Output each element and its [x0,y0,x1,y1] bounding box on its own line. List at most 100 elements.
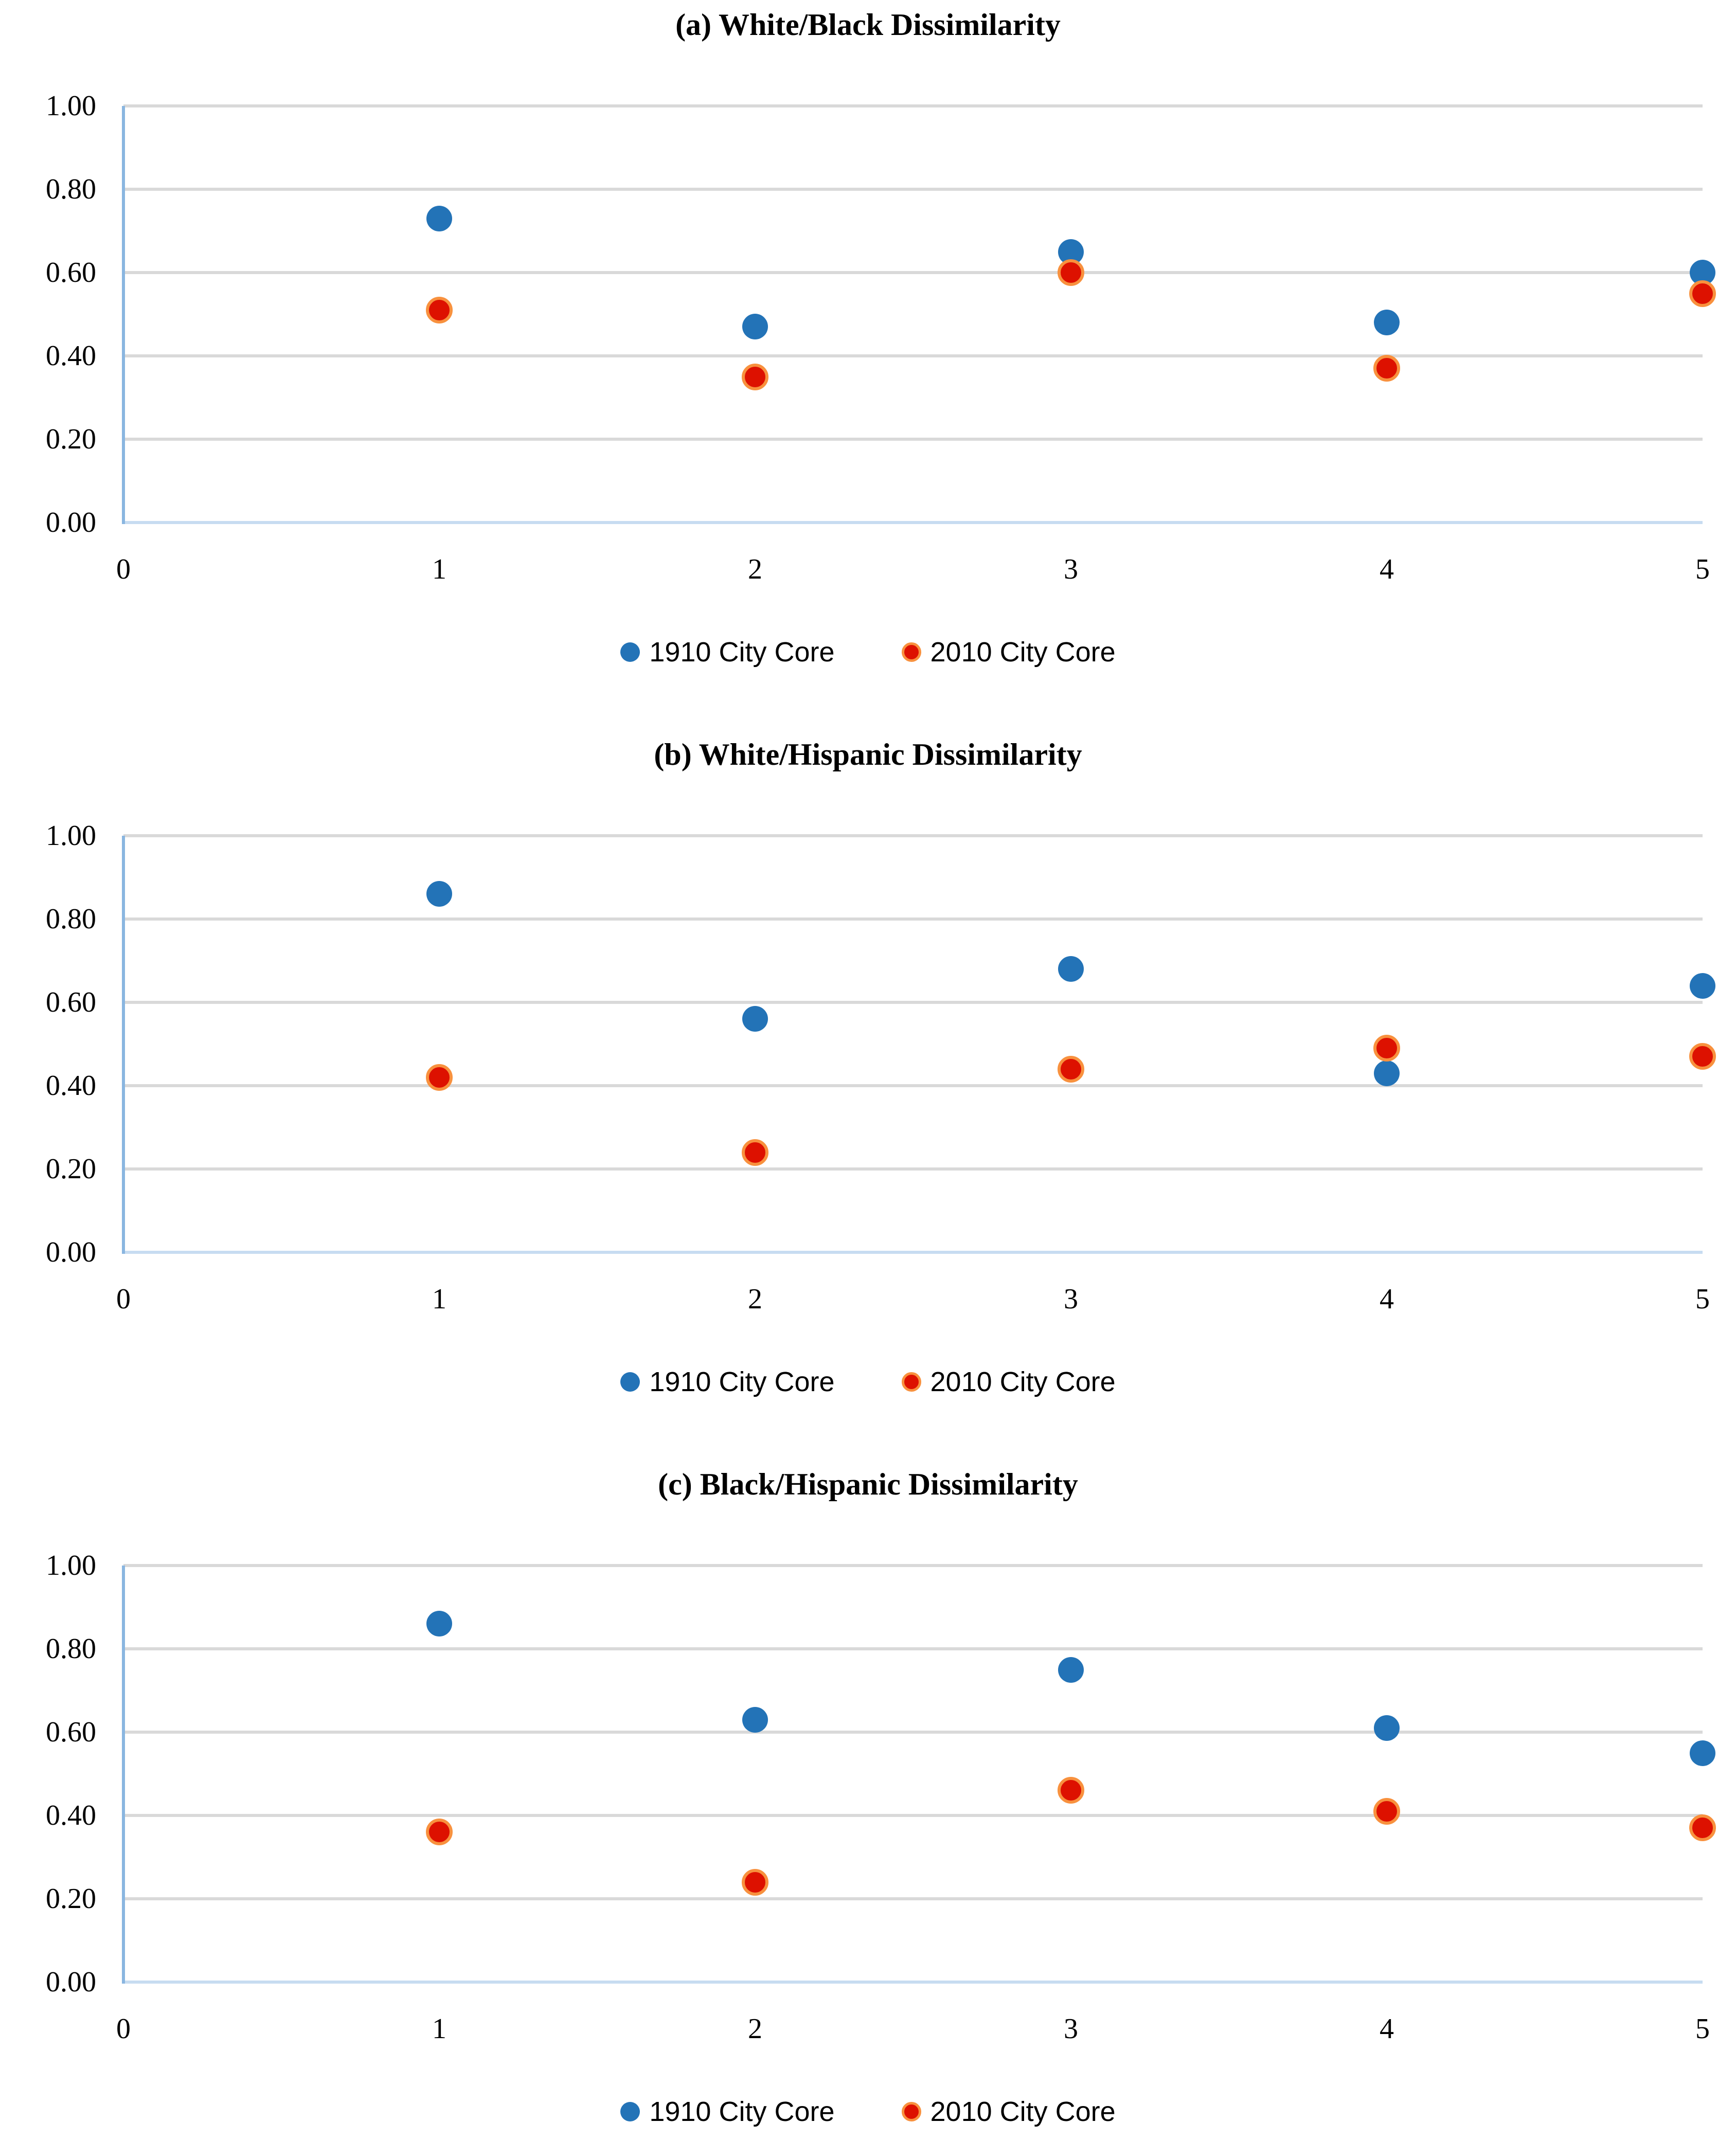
x-tick-label: 3 [1064,2013,1078,2045]
gridline [123,1814,1703,1817]
y-tick-label: 0.80 [46,903,96,935]
gridline [123,104,1703,107]
y-tick-label: 0.20 [46,423,96,455]
chart-white-hispanic-dissimilarity: (b) White/Hispanic Dissimilarity 0.00 0.2… [0,730,1736,1460]
data-point-1910 [1690,1740,1715,1766]
legend-label-1910: 1910 City Core [649,1366,835,1397]
y-axis-line [122,1566,125,1984]
data-point-1910 [1058,956,1084,982]
data-point-2010 [742,1868,768,1896]
x-tick-label: 2 [748,553,762,585]
legend-item-2010: 2010 City Core [901,2096,1116,2128]
chart-black-hispanic-dissimilarity: (c) Black/Hispanic Dissimilarity 0.00 0.2… [0,1460,1736,2141]
data-point-2010 [1689,1814,1716,1842]
x-tick-label: 4 [1380,553,1394,585]
y-tick-label: 0.00 [46,1966,96,1998]
data-point-1910 [1690,973,1715,999]
gridline [123,1647,1703,1650]
legend-marker-2010-icon [901,1372,921,1392]
legend-item-1910: 1910 City Core [620,1366,835,1398]
y-tick-label: 0.60 [46,986,96,1018]
y-tick-label: 0.00 [46,507,96,538]
x-tick-label: 5 [1695,2013,1710,2045]
data-point-1910 [742,314,768,340]
chart-title: (c) Black/Hispanic Dissimilarity [658,1467,1078,1501]
legend-marker-2010-icon [901,2102,921,2121]
y-tick-label: 0.20 [46,1153,96,1185]
y-tick-label: 0.40 [46,340,96,372]
y-axis-labels: 0.00 0.20 0.40 0.60 0.80 1.00 [0,1550,100,1998]
gridline [123,1084,1703,1087]
gridline [123,271,1703,274]
x-axis-labels: 0 1 2 3 4 5 [116,2011,1710,2048]
y-tick-label: 0.60 [46,1716,96,1748]
data-point-2010 [1373,355,1400,382]
data-point-2010 [1058,1777,1084,1804]
legend: 1910 City Core 2010 City Core [0,634,1736,671]
chart-white-black-dissimilarity: (a) White/Black Dissimilarity 0.00 0.20 0.… [0,0,1736,730]
x-axis-line [123,521,1703,524]
data-point-1910 [742,1006,768,1032]
gridline [123,1564,1703,1567]
y-tick-label: 1.00 [46,90,96,122]
data-point-1910 [426,205,452,231]
plot-area [122,104,1716,524]
legend-label-2010: 2010 City Core [930,637,1116,668]
y-tick-label: 0.80 [46,173,96,205]
data-point-1910 [1058,1657,1084,1683]
y-axis-line [122,836,125,1254]
data-point-1910 [1374,310,1400,336]
x-axis-labels: 0 1 2 3 4 5 [116,1281,1710,1318]
data-point-2010 [1058,1055,1084,1083]
x-tick-label: 4 [1380,1283,1394,1315]
legend-item-1910: 1910 City Core [620,2096,835,2128]
data-point-1910 [426,1611,452,1637]
data-point-1910 [1374,1060,1400,1086]
x-tick-label: 1 [432,553,446,585]
y-tick-label: 1.00 [46,820,96,852]
legend-marker-1910-icon [620,1372,640,1392]
y-tick-label: 0.00 [46,1236,96,1268]
x-axis-line [123,1251,1703,1254]
x-tick-label: 5 [1695,553,1710,585]
x-tick-label: 5 [1695,1283,1710,1315]
gridline [123,438,1703,441]
gridline [123,1001,1703,1004]
y-axis-line [122,106,125,524]
gridline [123,1167,1703,1171]
data-point-2010 [1689,1043,1716,1070]
legend-item-2010: 2010 City Core [901,636,1116,668]
data-point-2010 [742,363,768,390]
x-tick-label: 3 [1064,553,1078,585]
y-tick-label: 0.40 [46,1070,96,1102]
x-tick-label: 0 [116,553,131,585]
legend: 1910 City Core 2010 City Core [0,2093,1736,2130]
y-tick-label: 0.20 [46,1883,96,1915]
gridline [123,354,1703,357]
y-tick-label: 0.60 [46,257,96,289]
data-point-2010 [742,1139,768,1166]
legend-marker-1910-icon [620,642,640,662]
y-axis-labels: 0.00 0.20 0.40 0.60 0.80 1.00 [0,820,100,1268]
legend-item-2010: 2010 City Core [901,1366,1116,1398]
gridline [123,917,1703,921]
chart-title: (b) White/Hispanic Dissimilarity [654,737,1082,771]
data-point-1910 [1374,1715,1400,1741]
gridline [123,1897,1703,1900]
legend-label-2010: 2010 City Core [930,2096,1116,2127]
data-point-2010 [1373,1797,1400,1825]
legend-item-1910: 1910 City Core [620,636,835,668]
gridline [123,834,1703,837]
legend: 1910 City Core 2010 City Core [0,1363,1736,1400]
chart-title: (a) White/Black Dissimilarity [675,8,1061,42]
x-tick-label: 2 [748,1283,762,1315]
data-point-2010 [1689,280,1716,307]
data-point-1910 [426,881,452,907]
x-tick-label: 4 [1380,2013,1394,2045]
legend-marker-2010-icon [901,642,921,662]
legend-label-2010: 2010 City Core [930,1366,1116,1397]
data-point-2010 [426,1064,453,1091]
y-tick-label: 0.40 [46,1800,96,1831]
x-tick-label: 1 [432,1283,446,1315]
x-tick-label: 3 [1064,1283,1078,1315]
